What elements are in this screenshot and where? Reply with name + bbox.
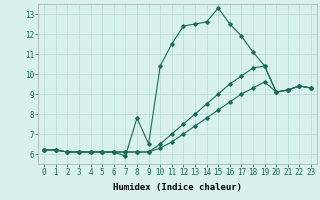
- X-axis label: Humidex (Indice chaleur): Humidex (Indice chaleur): [113, 183, 242, 192]
